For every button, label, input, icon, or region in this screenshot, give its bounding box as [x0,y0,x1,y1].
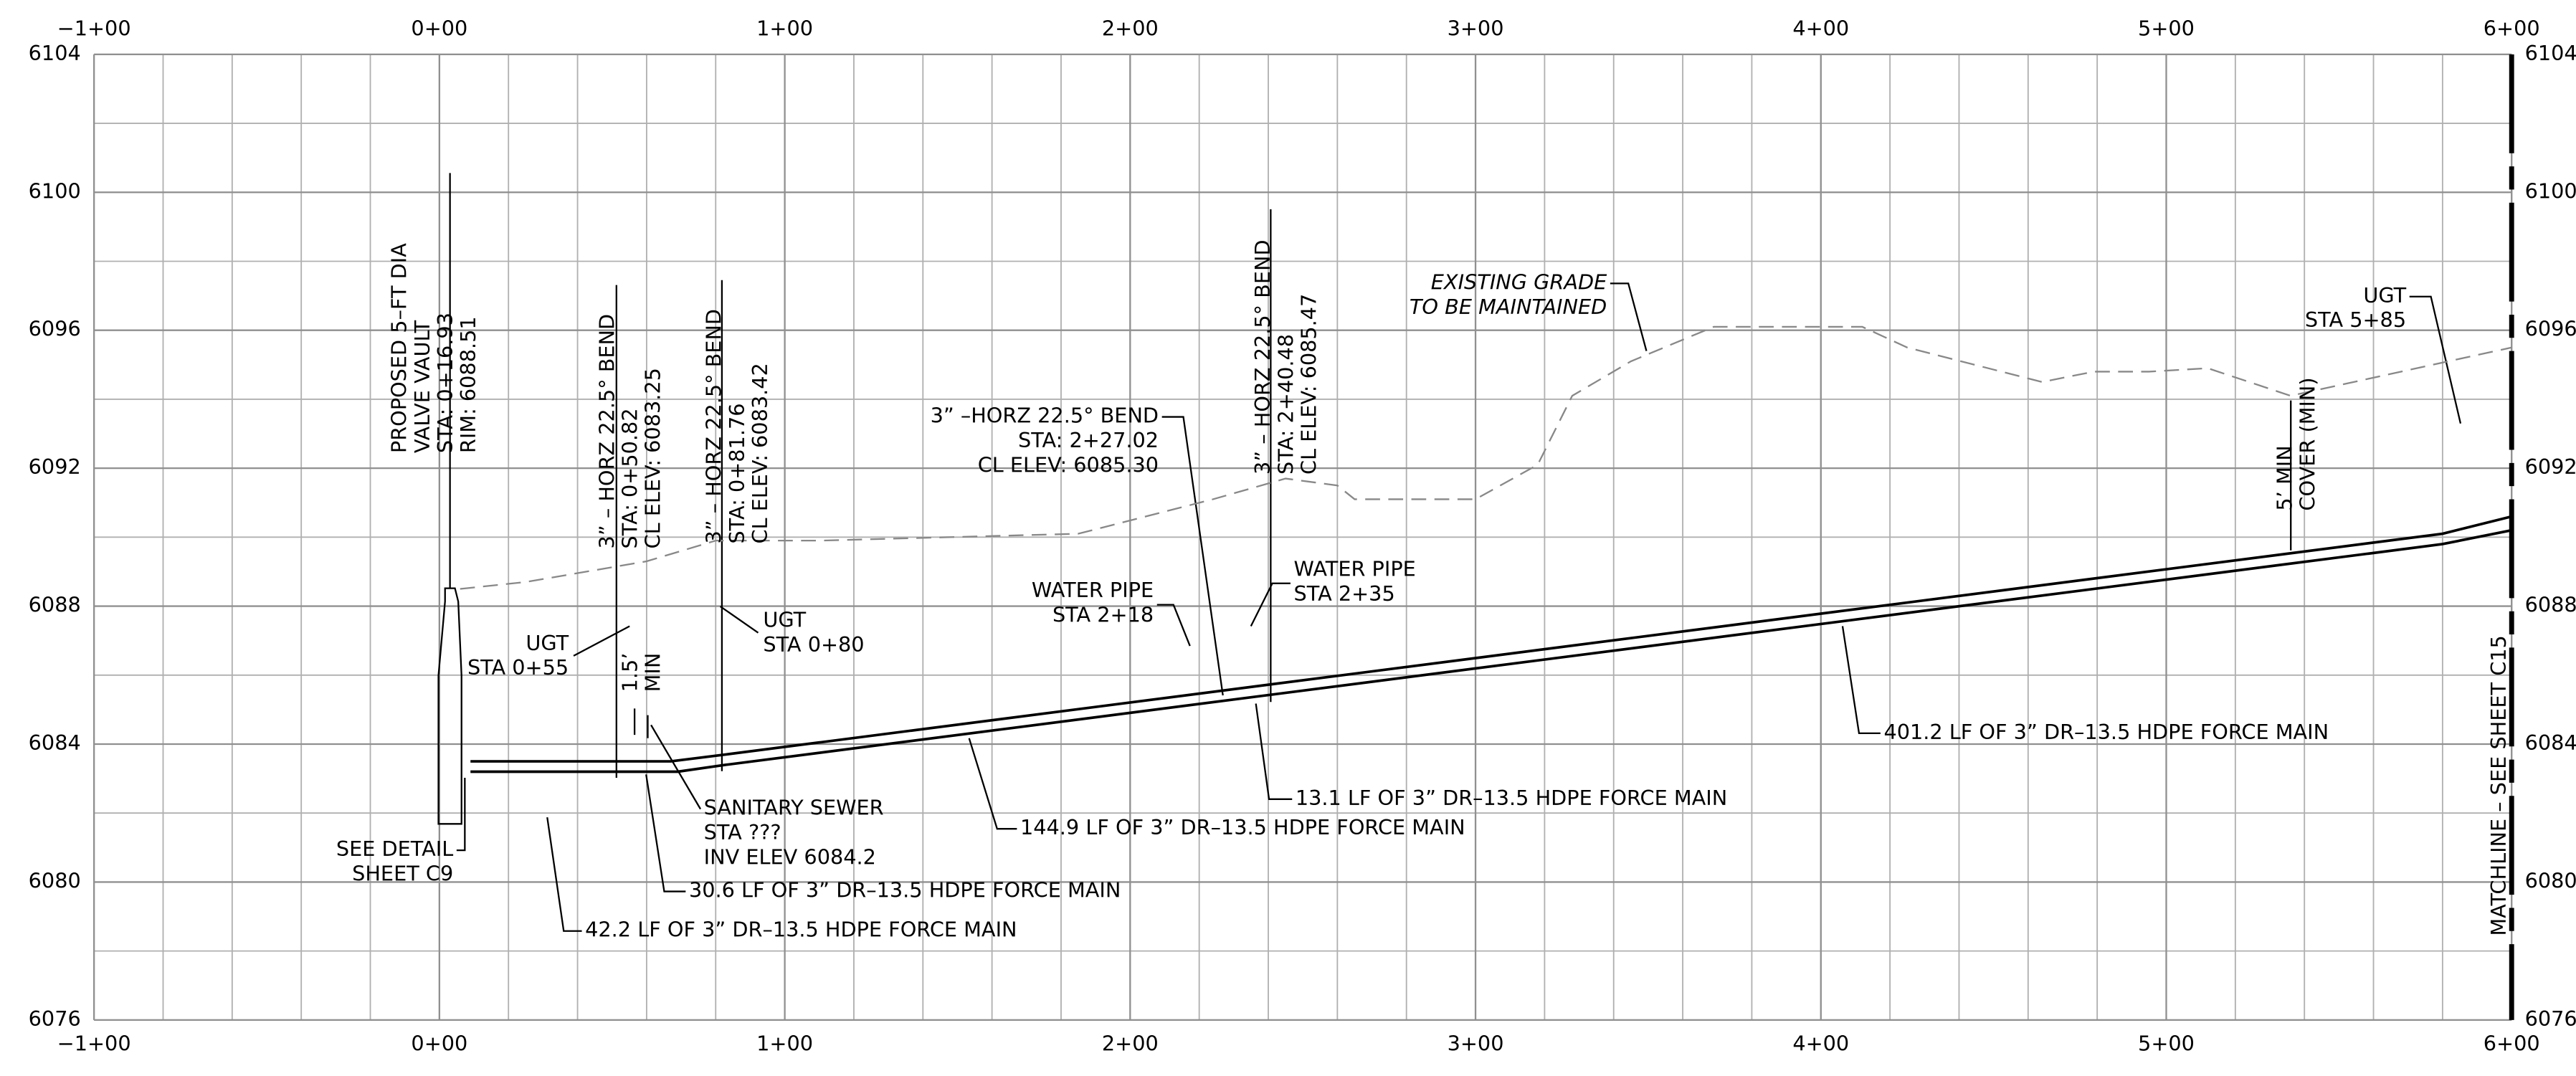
annotation: MATCHLINE – SEE SHEET C15 [2486,635,2511,935]
annotation: VALVE VAULT [410,320,434,453]
y-tick-label-right: 6096 [2525,317,2576,341]
x-tick-label-bottom: 5+00 [2138,1031,2195,1055]
x-tick-label-bottom: 4+00 [1792,1031,1849,1055]
x-tick-label-bottom: 2+00 [1102,1031,1159,1055]
annotation: STA 2+35 [1294,581,1395,606]
annotation: STA: 2+27.02 [1018,428,1159,452]
annotation: STA: 0+16.93 [433,313,457,453]
series-line [470,528,2512,773]
annotation: RIM: 6088.51 [456,316,480,453]
y-tick-label-left: 6100 [29,178,81,203]
annotation: STA 0+55 [467,655,569,680]
annotation: MIN [641,653,665,692]
annotation: UGT [526,631,569,655]
annotation: STA 2+18 [1052,603,1154,627]
annotation: EXISTING GRADE [1431,270,1607,294]
drawing-details [437,54,2514,1020]
x-tick-label-top: 1+00 [756,16,813,40]
annotation: UGT [2363,283,2406,308]
annotation: 5’ MIN [2272,445,2296,510]
x-tick-label-bottom: 3+00 [1448,1031,1504,1055]
annotation: PROPOSED 5–FT DIA [387,243,412,453]
series-line [460,325,2512,590]
annotation: 3” – HORZ 22.5° BEND [702,309,726,544]
annotation: CL ELEV: 6085.47 [1297,294,1321,475]
annotation: STA 5+85 [2305,308,2406,332]
x-tick-label-top: 4+00 [1792,16,1849,40]
annotation: 3” – HORZ 22.5° BEND [1250,239,1275,475]
annotation: 401.2 LF OF 3” DR–13.5 HDPE FORCE MAIN [1883,720,2329,744]
annotation: 1.5’ [617,653,642,692]
y-tick-label-left: 6080 [29,868,81,892]
x-tick-label-bottom: −1+00 [57,1031,131,1055]
y-tick-label-right: 6076 [2525,1006,2576,1031]
y-tick-label-right: 6080 [2525,868,2576,892]
x-tick-label-bottom: 6+00 [2484,1031,2540,1055]
annotation: STA: 0+81.76 [725,403,749,543]
x-tick-label-top: −1+00 [57,16,131,40]
y-tick-label-left: 6092 [29,454,81,479]
annotation: STA 0+80 [763,632,864,657]
x-tick-label-top: 2+00 [1102,16,1159,40]
annotation: INV ELEV 6084.2 [704,845,876,870]
y-tick-label-right: 6104 [2525,41,2576,65]
annotation: 30.6 LF OF 3” DR–13.5 HDPE FORCE MAIN [689,878,1121,903]
valve-vault [437,587,462,825]
y-tick-label-left: 6084 [29,730,81,755]
annotation: COVER (MIN) [2295,377,2319,510]
series-layer [460,325,2512,773]
annotation: 13.1 LF OF 3” DR–13.5 HDPE FORCE MAIN [1296,786,1727,810]
y-tick-label-right: 6088 [2525,593,2576,617]
y-tick-label-right: 6100 [2525,178,2576,203]
annotation: 144.9 LF OF 3” DR–13.5 HDPE FORCE MAIN [1020,815,1465,839]
y-tick-label-left: 6104 [29,41,81,65]
annotation: WATER PIPE [1032,578,1154,602]
annotation: SHEET C9 [352,862,453,886]
y-tick-label-right: 6092 [2525,454,2576,479]
annotation: CL ELEV: 6083.25 [641,368,665,548]
x-tick-label-top: 0+00 [411,16,467,40]
annotation: SANITARY SEWER [704,796,884,820]
x-tick-label-bottom: 1+00 [756,1031,813,1055]
x-tick-label-top: 3+00 [1448,16,1504,40]
annotation: 3” –HORZ 22.5° BEND [931,404,1159,428]
annotation: SEE DETAIL [336,837,453,861]
annotation: CL ELEV: 6083.42 [748,363,772,543]
annotation: TO BE MAINTAINED [1410,295,1607,319]
x-tick-label-top: 6+00 [2484,16,2540,40]
annotation: 3” – HORZ 22.5° BEND [594,314,619,549]
x-tick-label-top: 5+00 [2138,16,2195,40]
y-tick-label-left: 6096 [29,317,81,341]
y-tick-label-left: 6088 [29,593,81,617]
x-tick-label-bottom: 0+00 [411,1031,467,1055]
leader-lines [456,282,2462,932]
annotation: WATER PIPE [1294,556,1416,581]
annotation: STA ??? [704,820,781,844]
y-tick-label-left: 6076 [29,1006,81,1031]
annotation: STA: 2+40.48 [1273,334,1298,475]
annotation: CL ELEV: 6085.30 [978,453,1159,477]
annotation: UGT [763,608,806,632]
labels-layer: −1+00 −1+00 0+00 0+00 1+00 1+00 2+00 2+00 3+00 3+… [29,16,2576,1055]
series-line [470,515,2512,763]
annotation: 42.2 LF OF 3” DR–13.5 HDPE FORCE MAIN [585,918,1017,942]
y-tick-label-right: 6084 [2525,730,2576,755]
annotation: STA: 0+50.82 [617,408,642,548]
